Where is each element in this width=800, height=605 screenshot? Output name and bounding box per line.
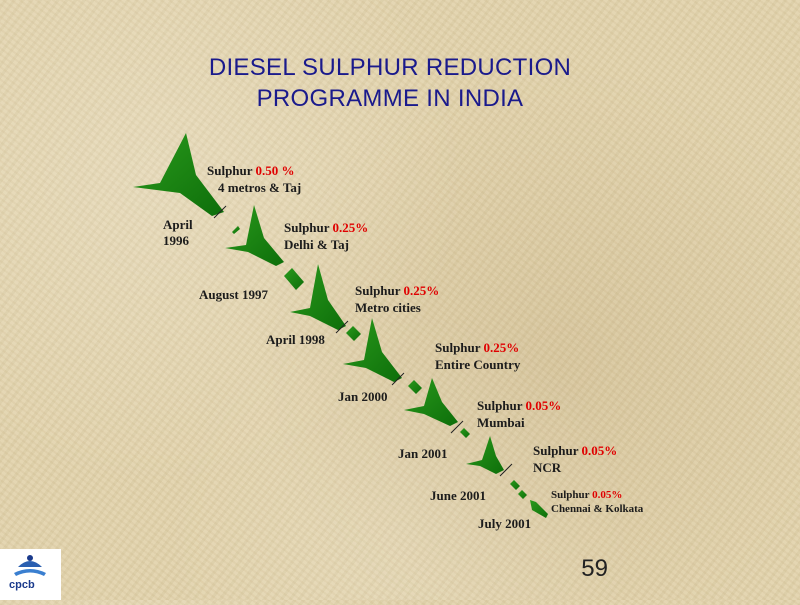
step-2-region: Delhi & Taj (284, 237, 350, 252)
step-1-date-line-2: 1996 (163, 233, 189, 248)
step-label-3: Sulphur 0.25% Metro cities (355, 282, 439, 316)
step-date-7: July 2001 (478, 516, 532, 531)
step-5-prefix: Sulphur (477, 398, 526, 413)
step-2-prefix: Sulphur (284, 220, 333, 235)
step-arrow-5 (404, 378, 458, 426)
step-arrow-1 (133, 133, 224, 216)
step-label-2: Sulphur 0.25% Delhi & Taj (284, 219, 368, 253)
slide-title: DIESEL SULPHUR REDUCTION PROGRAMME IN IN… (150, 52, 630, 114)
step-date-4: Jan 2000 (338, 389, 388, 404)
step-1-date-line-1: April (163, 217, 193, 232)
step-tick-1 (213, 205, 227, 219)
step-date-2: August 1997 (199, 287, 268, 302)
step-date-6: June 2001 (430, 488, 486, 503)
step-2-value: 0.25% (332, 220, 369, 235)
logo-emblem-icon (14, 555, 46, 576)
step-arrow-4 (343, 318, 402, 382)
step-6-prefix: Sulphur (533, 443, 582, 458)
step-label-5: Sulphur 0.05% Mumbai (477, 397, 561, 431)
step-tick-3 (335, 320, 349, 334)
step-3-prefix: Sulphur (355, 283, 404, 298)
connector-4 (408, 380, 422, 394)
step-date-1: April 1996 (163, 217, 223, 249)
step-date-5: Jan 2001 (398, 446, 448, 461)
logo-text: cpcb (9, 579, 35, 591)
step-1-value: 0.50 % (255, 163, 295, 178)
connector-6 (510, 480, 520, 490)
step-7-value: 0.05% (592, 489, 623, 501)
step-label-4: Sulphur 0.25% Entire Country (435, 339, 520, 373)
step-arrow-7 (530, 500, 548, 518)
step-6-region: NCR (533, 460, 562, 475)
step-3-region: Metro cities (355, 300, 421, 315)
step-1-prefix: Sulphur (207, 163, 256, 178)
step-label-1: Sulphur 0.50 % 4 metros & Taj (207, 162, 301, 196)
connector-3 (346, 326, 361, 341)
step-7-region: Chennai & Kolkata (551, 503, 644, 515)
step-arrow-3 (290, 264, 346, 330)
step-1-region: 4 metros & Taj (218, 180, 302, 195)
connector-5 (460, 428, 470, 438)
step-5-region: Mumbai (477, 415, 525, 430)
step-tick-4 (391, 372, 405, 386)
step-3-value: 0.25% (403, 283, 440, 298)
connector-1 (232, 226, 240, 234)
page-number: 59 (581, 555, 608, 582)
step-arrow-6 (466, 436, 504, 474)
title-line-2: PROGRAMME IN INDIA (256, 85, 524, 112)
step-1-date: April 1996 (163, 217, 223, 249)
step-date-3: April 1998 (266, 332, 325, 347)
step-4-prefix: Sulphur (435, 340, 484, 355)
step-arrow-2 (225, 205, 284, 266)
step-tick-6 (499, 463, 513, 477)
step-4-region: Entire Country (435, 357, 521, 372)
connector-6b (518, 490, 527, 499)
step-4-value: 0.25% (483, 340, 520, 355)
step-7-prefix: Sulphur (551, 489, 593, 501)
step-label-7: Sulphur 0.05% Chennai & Kolkata (551, 488, 643, 516)
step-label-6: Sulphur 0.05% NCR (533, 442, 617, 476)
title-line-1: DIESEL SULPHUR REDUCTION (208, 54, 572, 81)
connector-2 (284, 268, 304, 290)
step-5-value: 0.05% (525, 398, 562, 413)
organization-logo: cpcb (0, 549, 61, 600)
step-tick-5 (450, 420, 464, 434)
step-6-value: 0.05% (581, 443, 618, 458)
